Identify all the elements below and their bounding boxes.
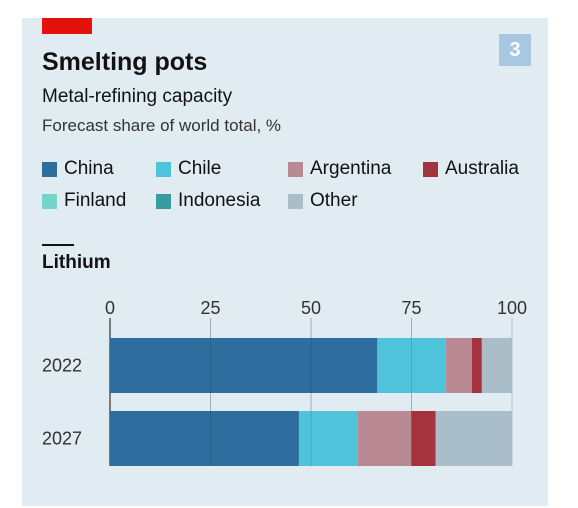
- legend-swatch-other: [288, 193, 303, 209]
- x-tick-label-100: 100: [497, 298, 527, 318]
- accent-tag: [42, 18, 92, 34]
- bar-2022-australia: [471, 338, 482, 393]
- lithium-bar-chart: 0 25 50 75 100 2022 2027: [42, 298, 527, 466]
- x-tick-label-0: 0: [105, 298, 115, 318]
- x-tick-label-25: 25: [200, 298, 220, 318]
- legend-label-china: China: [64, 158, 114, 179]
- legend-swatch-australia: [423, 161, 438, 177]
- bar-2027-china: [110, 411, 299, 466]
- bar-2027-argentina: [357, 411, 412, 466]
- chart-description: Forecast share of world total, %: [42, 116, 282, 135]
- legend-label-australia: Australia: [445, 158, 519, 179]
- bar-2022-china: [110, 338, 378, 393]
- legend-item-finland: Finland: [42, 190, 126, 212]
- gridline-overlays: [210, 318, 412, 466]
- category-label-2027: 2027: [42, 429, 82, 449]
- legend-label-argentina: Argentina: [310, 158, 392, 179]
- legend-swatch-finland: [42, 193, 57, 209]
- chart-card: 3 Smelting pots Metal-refining capacity …: [22, 18, 548, 506]
- x-tick-labels: 0 25 50 75 100: [105, 298, 527, 318]
- bar-2027-australia: [411, 411, 436, 466]
- bar-2022-argentina: [445, 338, 472, 393]
- legend-label-indonesia: Indonesia: [178, 190, 261, 211]
- category-label-2022: 2022: [42, 356, 82, 376]
- section-rule: [42, 244, 74, 246]
- stacked-bars: [110, 338, 512, 466]
- bar-2027-chile: [298, 411, 358, 466]
- legend-item-other: Other: [288, 190, 358, 212]
- legend-item-chile: Chile: [156, 158, 221, 180]
- legend-swatch-chile: [156, 161, 171, 177]
- legend-swatch-argentina: [288, 161, 303, 177]
- legend-label-finland: Finland: [64, 190, 127, 211]
- legend-swatch-indonesia: [156, 193, 171, 209]
- chart-number-badge: 3: [499, 34, 531, 66]
- chart-title: Smelting pots: [42, 48, 208, 76]
- bar-2022-chile: [377, 338, 446, 393]
- category-labels: 2022 2027: [42, 356, 82, 449]
- x-tick-label-50: 50: [301, 298, 321, 318]
- x-tick-label-75: 75: [401, 298, 421, 318]
- legend-swatch-china: [42, 161, 57, 177]
- chart-subtitle: Metal-refining capacity: [42, 86, 233, 107]
- legend-item-china: China: [42, 158, 114, 180]
- legend-item-argentina: Argentina: [288, 158, 391, 180]
- section-title-lithium: Lithium: [42, 252, 111, 273]
- legend-label-chile: Chile: [178, 158, 222, 179]
- bar-2027-other: [435, 411, 512, 466]
- legend-item-australia: Australia: [423, 158, 519, 180]
- legend-item-indonesia: Indonesia: [156, 190, 260, 212]
- legend-label-other: Other: [310, 190, 358, 211]
- bar-2022-other: [481, 338, 512, 393]
